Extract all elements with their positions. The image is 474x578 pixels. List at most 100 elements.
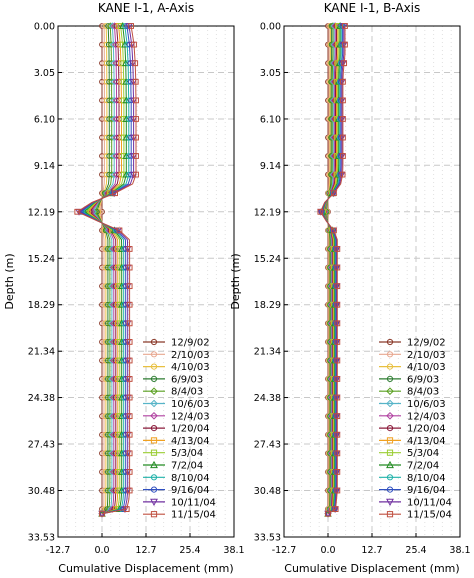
tick-label-x: 0.0 — [94, 545, 109, 556]
tick-label-x: 0.0 — [320, 545, 335, 556]
legend-label: 6/9/03 — [407, 374, 439, 385]
data-point — [334, 320, 341, 327]
data-point — [334, 469, 341, 475]
legend-label: 4/10/03 — [407, 362, 446, 373]
tick-label-y: 12.19 — [254, 207, 281, 218]
legend-label: 10/6/03 — [407, 399, 446, 410]
data-point — [133, 97, 139, 104]
legend-marker — [386, 460, 394, 469]
data-point — [122, 152, 131, 159]
data-point — [334, 431, 341, 438]
data-point — [133, 153, 139, 159]
data-point — [110, 133, 118, 142]
data-point — [334, 413, 341, 420]
legend-marker — [386, 387, 394, 396]
data-point — [332, 506, 339, 513]
tick-label-y: 21.34 — [254, 347, 281, 358]
data-point — [341, 60, 348, 67]
tick-label-y: 33.53 — [254, 533, 281, 544]
legend-marker — [150, 449, 158, 456]
data-point — [128, 23, 135, 29]
y-axis-label: Depth (m) — [229, 253, 242, 309]
data-point — [325, 510, 331, 517]
x-axis-label: Cumulative Displacement (mm) — [284, 562, 459, 575]
legend-marker — [386, 363, 394, 370]
data-point — [334, 394, 341, 401]
data-point — [126, 283, 133, 290]
legend-marker — [150, 498, 158, 507]
tick-label-x: 25.4 — [179, 545, 200, 556]
legend: 12/9/022/10/034/10/036/9/03 8/4/0310/6/03… — [143, 338, 216, 521]
legend-marker — [386, 425, 394, 432]
data-point — [74, 208, 81, 215]
legend-marker — [386, 338, 394, 346]
data-point — [126, 431, 133, 438]
data-point — [110, 115, 118, 123]
tick-label-y: 18.29 — [28, 300, 55, 311]
data-point — [334, 283, 341, 290]
legend-marker — [386, 498, 394, 507]
legend-marker — [150, 486, 158, 493]
legend-label: 4/13/04 — [407, 436, 446, 447]
data-point — [334, 450, 341, 457]
legend-label: 8/10/04 — [407, 473, 446, 484]
data-point — [126, 487, 133, 494]
legend-label: 12/4/03 — [171, 411, 210, 422]
legend-label: 4/10/03 — [171, 362, 210, 373]
data-point — [122, 170, 131, 178]
legend-marker — [386, 511, 394, 518]
tick-label-y: 21.34 — [28, 347, 55, 358]
tick-label-y: 15.24 — [254, 254, 281, 265]
data-point — [133, 134, 139, 141]
data-point — [126, 376, 133, 382]
legend-marker — [150, 460, 158, 469]
tick-label-y: 24.38 — [254, 393, 281, 404]
legend-label: 7/2/04 — [407, 461, 439, 472]
legend-label: 5/3/04 — [407, 448, 439, 459]
data-point — [334, 357, 341, 364]
data-point — [126, 469, 133, 475]
legend-label: 9/16/04 — [171, 485, 210, 496]
legend-label: 9/16/04 — [407, 485, 446, 496]
data-point — [126, 246, 133, 252]
tick-label-y: 6.10 — [260, 114, 281, 125]
legend-label: 8/10/04 — [171, 473, 210, 484]
chart-title: KANE I-1, B-Axis — [324, 1, 421, 15]
data-point — [108, 133, 116, 142]
data-point — [123, 506, 130, 513]
legend-marker — [150, 425, 158, 432]
series-line — [79, 25, 132, 515]
data-point — [330, 22, 338, 30]
data-point — [330, 40, 338, 49]
legend-marker — [150, 437, 158, 444]
tick-label-x: -12.7 — [272, 545, 297, 556]
tick-label-y: 9.14 — [260, 161, 281, 172]
tick-label-y: 3.05 — [34, 68, 55, 79]
tick-label-y: 18.29 — [254, 300, 281, 311]
tick-label-y: 30.48 — [28, 486, 55, 497]
legend-marker — [386, 351, 394, 358]
data-point — [133, 116, 139, 122]
data-point — [112, 190, 118, 197]
data-point — [340, 134, 346, 141]
chart-panel-b-axis: KANE I-1, B-Axis 0.00 3.05 6.10 9.14 12.19 15.… — [229, 1, 471, 575]
legend-marker — [386, 474, 394, 481]
legend-marker — [150, 399, 158, 408]
legend-marker — [386, 411, 394, 420]
legend-marker — [150, 411, 158, 420]
data-point — [122, 115, 131, 122]
series-line — [320, 26, 345, 515]
legend-label: 4/13/04 — [171, 436, 210, 447]
data-point — [329, 22, 337, 30]
data-point — [108, 170, 116, 179]
legend-marker — [386, 375, 394, 382]
legend-label: 2/10/03 — [171, 350, 210, 361]
legend-label: 12/9/02 — [171, 338, 210, 349]
data-point — [340, 153, 346, 159]
chart-panel-a-axis: KANE I-1, A-Axis 0.00 3.05 6.10 9.14 12.19 15.… — [3, 1, 245, 575]
data-point — [126, 450, 133, 457]
legend-label: 10/11/04 — [171, 497, 216, 508]
data-point — [334, 301, 341, 308]
data-point — [317, 208, 324, 215]
data-point — [331, 227, 337, 234]
